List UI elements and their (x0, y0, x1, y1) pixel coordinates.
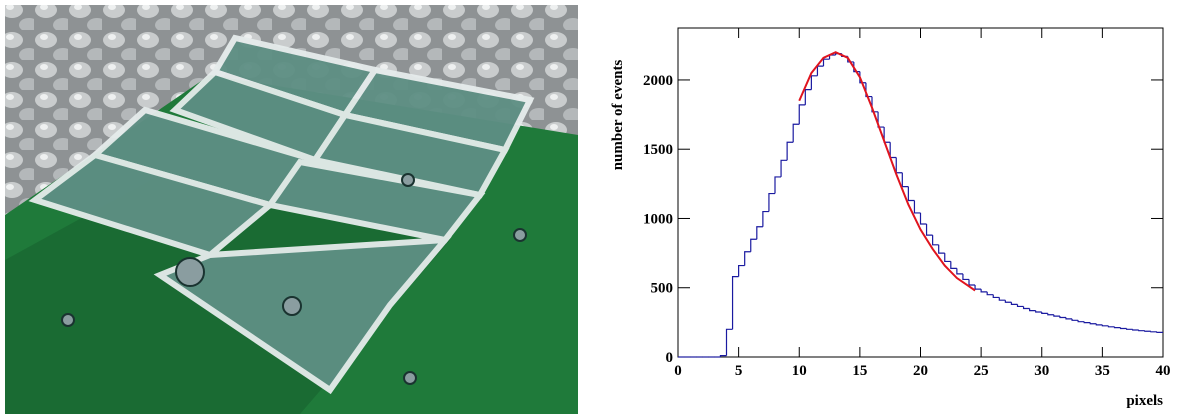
histogram-bin (780, 159, 788, 177)
histogram-bin (798, 104, 806, 125)
histogram-bin (1150, 331, 1157, 333)
histogram-bin (944, 253, 951, 263)
histogram-bin (919, 212, 927, 225)
histogram-bin (816, 65, 824, 76)
histogram-bin (1016, 304, 1024, 308)
histogram-bin (786, 141, 794, 161)
tiles (28, 34, 535, 395)
histogram-bin (1107, 325, 1115, 328)
histogram-bin (792, 123, 800, 143)
histogram-bin (750, 238, 757, 252)
histogram-bin (1071, 318, 1079, 321)
histogram-bin (762, 210, 769, 227)
histogram-bin (938, 244, 945, 254)
plot-frame (677, 27, 1164, 358)
x-tick-label: 5 (735, 363, 743, 379)
histogram-bin (1132, 329, 1139, 331)
histogram-bin (738, 264, 745, 277)
y-axis-label: number of events (610, 60, 626, 171)
histogram-bin (913, 200, 921, 214)
y-tick-label: 1500 (643, 142, 673, 158)
x-tick-label: 0 (674, 363, 682, 379)
y-tick-label: 2000 (643, 73, 673, 89)
histogram-bin (871, 96, 879, 113)
histogram-bin (974, 284, 982, 290)
tile (153, 236, 452, 395)
histogram-bin (756, 226, 763, 240)
y-tick-label: 0 (666, 350, 674, 366)
histogram-bin (1126, 328, 1133, 330)
x-tick-label: 40 (1156, 363, 1171, 379)
histogram-bin (956, 268, 963, 275)
y-tick-label: 1000 (643, 211, 673, 227)
histogram-bin (1022, 306, 1030, 310)
histogram-bin (768, 192, 775, 212)
histogram-bin (901, 172, 909, 188)
histogram-bin (804, 89, 812, 105)
histogram-bin (1077, 320, 1085, 323)
histogram-bin (907, 186, 915, 202)
histogram-bin (1004, 300, 1012, 303)
histogram-bin (1065, 317, 1073, 320)
histogram-bin (1059, 316, 1066, 319)
x-tick-label: 15 (852, 363, 867, 379)
histogram-bin (1113, 326, 1121, 329)
histogram-bin (1083, 321, 1091, 324)
histogram-bin (1138, 329, 1145, 332)
histogram-bin (744, 251, 751, 266)
histogram-bin (1010, 302, 1018, 305)
holes (61, 173, 527, 385)
fit-curve (798, 51, 976, 292)
x-tick-label: 35 (1095, 363, 1110, 379)
histogram-bin (1156, 331, 1163, 333)
histogram-bin (774, 176, 782, 194)
histogram-bin (1041, 311, 1048, 314)
histogram-bin (950, 261, 957, 269)
histogram-bin (998, 297, 1006, 301)
histogram-bin (1144, 330, 1151, 332)
histogram-bin (1101, 324, 1109, 327)
histogram-bin (865, 82, 872, 98)
histogram-bin (719, 355, 727, 357)
histogram-bin (889, 142, 897, 159)
photo (5, 5, 578, 414)
histogram-bin (925, 224, 933, 236)
histogram-bin (992, 294, 1000, 299)
histogram-bin (1035, 310, 1042, 313)
histogram-bin (1053, 314, 1060, 317)
histogram-bin (725, 328, 733, 356)
histogram-bin (883, 127, 891, 143)
histogram-bin (1095, 323, 1103, 326)
y-tick-label: 500 (651, 281, 674, 297)
histogram-bin (1119, 327, 1127, 330)
histogram-bin (822, 58, 830, 67)
histogram-bin (968, 279, 976, 286)
x-tick-label: 30 (1034, 363, 1049, 379)
histogram-bin (1047, 313, 1054, 316)
histogram-bin (932, 235, 939, 246)
histogram-bin (1089, 322, 1097, 325)
histogram-bin (853, 61, 860, 73)
histogram-bin (731, 276, 739, 330)
histogram-bin (986, 291, 994, 296)
histogram-bin (1029, 308, 1036, 312)
histogram-bin (980, 289, 988, 293)
x-tick-label: 10 (792, 363, 807, 379)
histogram-bin (962, 273, 969, 281)
x-axis-label: pixels (1126, 393, 1163, 409)
x-tick-label: 20 (913, 363, 928, 379)
chart: pixels number of events 0 500 1000 1500 2000… (610, 27, 1171, 409)
histogram-bin (810, 75, 818, 90)
histogram-bin (895, 157, 903, 174)
x-tick-label: 25 (974, 363, 989, 379)
tile (264, 158, 486, 244)
